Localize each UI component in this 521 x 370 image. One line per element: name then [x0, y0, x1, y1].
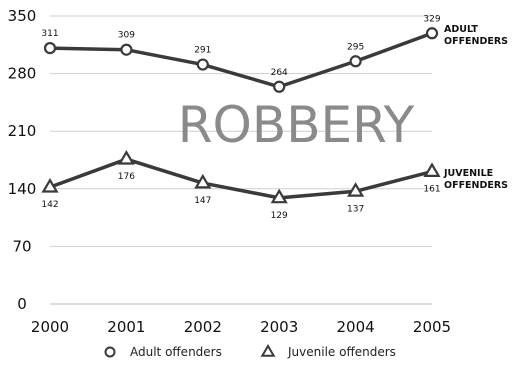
data-label: 264 — [271, 68, 288, 78]
circle-marker — [273, 80, 286, 93]
triangle-marker — [41, 177, 59, 193]
data-label: 291 — [194, 46, 211, 56]
y-tick-label: 70 — [12, 237, 31, 255]
legend-item: Juvenile offenders — [260, 344, 396, 359]
data-label: 129 — [271, 211, 288, 221]
y-tick-label: 350 — [8, 7, 37, 25]
y-tick-label: 210 — [8, 122, 37, 140]
x-tick-label: 2004 — [337, 318, 375, 336]
triangle-marker — [270, 188, 288, 204]
circle-marker — [196, 58, 209, 71]
x-tick-label: 2002 — [184, 318, 222, 336]
triangle-marker — [347, 182, 365, 197]
data-label: 161 — [423, 185, 440, 195]
data-label: 329 — [423, 14, 440, 24]
series-layer: 311 309291264295329ADULTOFFENDERS14217614… — [41, 14, 508, 221]
legend-item: Adult offenders — [104, 345, 222, 359]
data-label: 176 — [118, 172, 135, 182]
data-label: 311 — [41, 29, 58, 39]
triangle-marker — [423, 162, 441, 177]
triangle-marker — [194, 173, 212, 189]
y-tick-label: 0 — [17, 295, 27, 313]
x-tick-label: 2005 — [413, 318, 451, 336]
series-end-label: JUVENILE — [443, 168, 493, 179]
y-tick-label: 280 — [8, 65, 37, 83]
data-label: 295 — [347, 42, 364, 52]
series-end-label: ADULT — [444, 24, 478, 35]
series-line — [49, 31, 433, 89]
legend-label: Juvenile offenders — [287, 345, 396, 359]
series-end-label: OFFENDERS — [444, 36, 508, 47]
data-label: 142 — [41, 200, 58, 210]
x-tick-label: 2000 — [31, 318, 69, 336]
circle-marker — [349, 55, 362, 68]
legend-triangle-icon — [260, 344, 276, 357]
circle-marker — [120, 43, 133, 56]
data-label: 147 — [194, 196, 211, 206]
x-tick-label: 2003 — [260, 318, 298, 336]
legend: Adult offenders Juvenile offenders — [104, 344, 396, 359]
data-label: 309 — [118, 31, 135, 41]
series-end-label: OFFENDERS — [444, 180, 508, 191]
triangle-marker — [117, 150, 135, 165]
y-axis-tick-labels: 0 70 140 210 280 350 — [8, 7, 37, 313]
y-tick-label: 140 — [8, 180, 37, 198]
circle-marker — [43, 41, 57, 55]
legend-label: Adult offenders — [130, 345, 222, 359]
legend-circle-icon — [104, 346, 116, 358]
circle-marker — [425, 27, 439, 40]
x-tick-label: 2001 — [107, 318, 145, 336]
grid-lines — [50, 15, 432, 305]
data-label: 137 — [347, 204, 364, 214]
x-axis-tick-labels: 2000 2001 2002 2003 2004 2005 — [31, 318, 451, 336]
series-line — [49, 157, 433, 200]
chart-title: ROBBERY — [178, 96, 415, 154]
